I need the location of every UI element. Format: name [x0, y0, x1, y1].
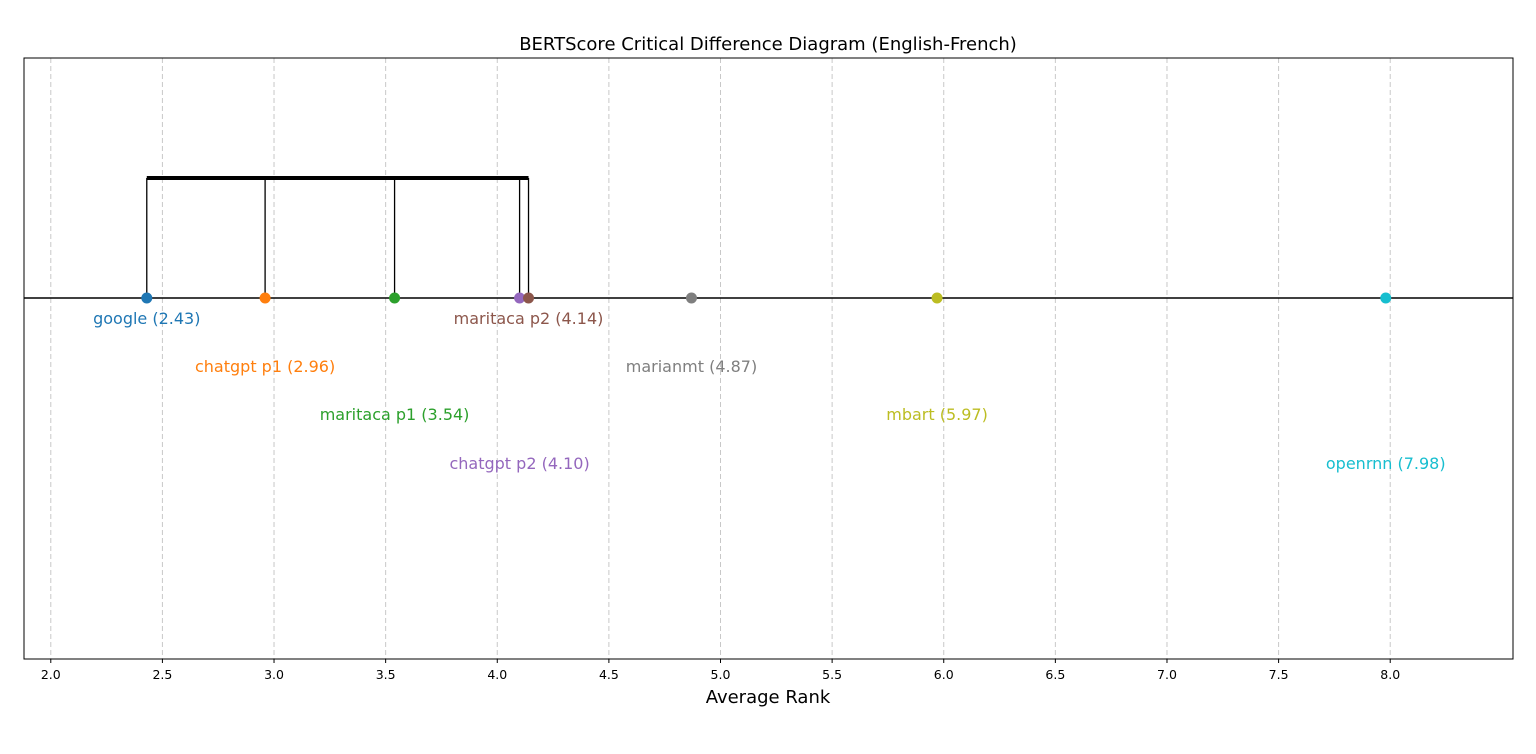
x-tick-label: 4.0: [487, 667, 507, 682]
rank-point: [931, 292, 943, 304]
chart-title: BERTScore Critical Difference Diagram (E…: [519, 34, 1017, 55]
rank-point: [1380, 292, 1392, 304]
x-tick-label: 3.5: [376, 667, 396, 682]
rank-points: [141, 292, 1392, 304]
rank-point: [259, 292, 271, 304]
x-tick-label: 2.0: [41, 667, 61, 682]
rank-point: [141, 292, 153, 304]
cd-group-bars: [146, 176, 530, 298]
rank-point: [514, 292, 526, 304]
x-tick-label: 5.5: [822, 667, 842, 682]
rank-point: [523, 292, 535, 304]
rank-point-label: marianmt (4.87): [626, 357, 757, 376]
x-axis: 2.0 2.5 3.0 3.5 4.0 4.5 5.0 5.5 6.0 6.5 7.0 7.5 8.0: [24, 297, 1513, 682]
rank-point-label: openrnn (7.98): [1326, 454, 1446, 473]
rank-point-label: chatgpt p1 (2.96): [195, 357, 335, 376]
x-tick-label: 3.0: [264, 667, 284, 682]
rank-labels: google (2.43) chatgpt p1 (2.96) maritaca p…: [93, 309, 1446, 473]
rank-point: [685, 292, 697, 304]
x-tick-label: 8.0: [1380, 667, 1400, 682]
x-tick-label: 4.5: [599, 667, 619, 682]
x-tick-label: 7.0: [1157, 667, 1177, 682]
x-tick-label: 2.5: [152, 667, 172, 682]
x-tick-label: 5.0: [711, 667, 731, 682]
grid-lines: [50, 58, 1391, 659]
rank-point-label: mbart (5.97): [886, 405, 988, 424]
x-tick-label: 7.5: [1269, 667, 1289, 682]
x-axis-label: Average Rank: [706, 687, 831, 708]
plot-frame: [23, 57, 1514, 660]
x-tick-label: 6.5: [1045, 667, 1065, 682]
rank-point: [389, 292, 401, 304]
rank-point-label: chatgpt p2 (4.10): [449, 454, 589, 473]
rank-point-label: google (2.43): [93, 309, 200, 328]
x-tick-label: 6.0: [934, 667, 954, 682]
rank-point-label: maritaca p2 (4.14): [454, 309, 604, 328]
rank-point-label: maritaca p1 (3.54): [320, 405, 470, 424]
